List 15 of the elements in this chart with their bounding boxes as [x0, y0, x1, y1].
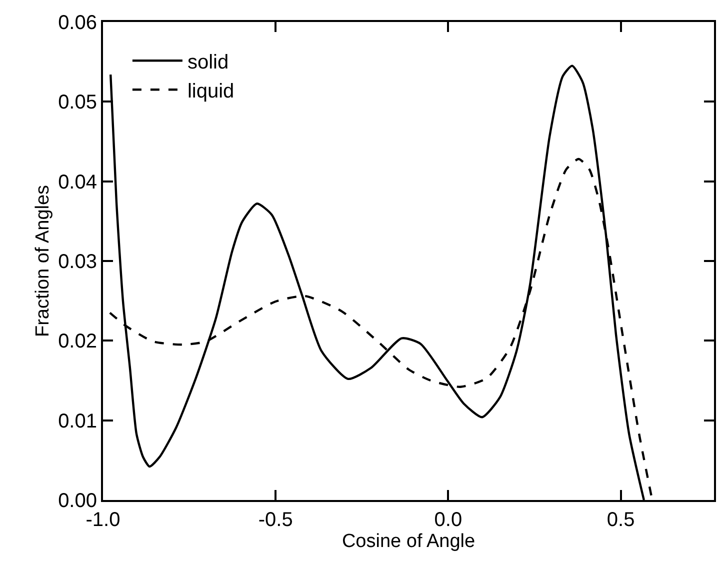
x-tick-label: 0.0 [434, 509, 462, 531]
x-tick-label: -1.0 [86, 509, 120, 531]
y-tick-label: 0.05 [58, 92, 97, 114]
legend-label: liquid [187, 80, 234, 102]
y-tick-label: 0.00 [58, 490, 97, 512]
y-tick-label: 0.03 [58, 251, 97, 273]
y-axis-title: Fraction of Angles [32, 184, 54, 338]
x-tick-label: 0.5 [606, 509, 635, 531]
y-tick-label: 0.06 [58, 12, 97, 34]
y-tick-label: 0.01 [58, 410, 97, 432]
y-tick-label: 0.02 [58, 330, 97, 353]
x-tick-label: -0.5 [258, 509, 293, 531]
legend-label: solid [187, 51, 229, 74]
x-axis-title: Cosine of Angle [342, 531, 476, 552]
y-tick-label: 0.04 [58, 171, 97, 194]
